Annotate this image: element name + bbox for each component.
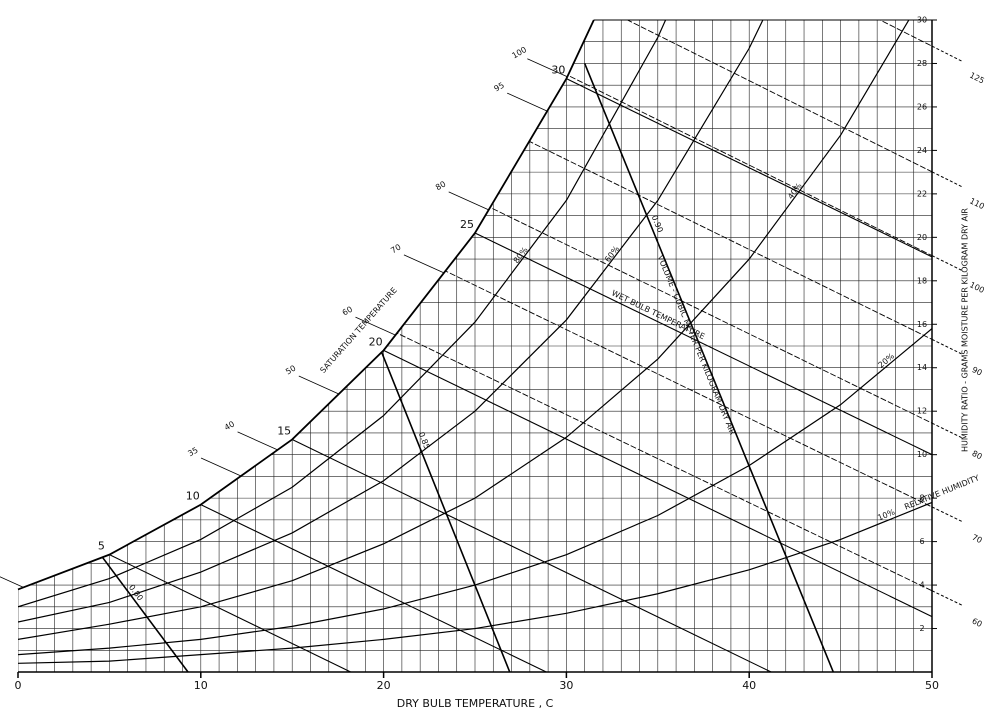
enthalpy-extension [932,507,962,522]
y-tick-label: 28 [917,59,927,68]
enthalpy-label: 80 [434,179,447,192]
wet-bulb-label: 20 [369,335,383,348]
enthalpy-scale-line [299,376,339,394]
wet-bulb-label: 15 [277,424,291,437]
wet-bulb-line [292,439,771,672]
x-axis-label: DRY BULB TEMPERATURE , C [397,697,554,710]
rh-label: 10% [876,507,896,522]
enthalpy-line [18,0,932,172]
enthalpy-label: 35 [186,446,199,459]
y-tick-label: 20 [917,233,927,242]
enthalpy-line [18,0,932,46]
rh-label: 80% [512,245,530,265]
y-tick-label: 22 [917,189,927,198]
x-tick-label: 50 [925,679,939,692]
volume-title: VOLUME - CUBIC METER PER KILOGRAM DRY AI… [656,254,738,437]
enthalpy-label: 60 [970,616,983,629]
plot-area [18,0,932,672]
volume-label: 0.90 [650,214,665,234]
y-tick-label: 10 [917,450,927,459]
enthalpy-scale-line [507,93,547,111]
wet-bulb-label: 5 [98,540,105,553]
enthalpy-extension [932,591,962,605]
enthalpy-line [18,0,932,256]
saturation-curve [18,20,594,589]
y-tick-label: 24 [917,146,927,155]
saturation-title: SATURATION TEMPERATURE [318,286,398,375]
enthalpy-scale-line [404,255,444,273]
x-tick-label: 20 [377,679,391,692]
enthalpy-scale-line [201,458,241,476]
enthalpy-label: 100 [510,45,528,60]
y-tick-label: 26 [917,102,927,111]
x-tick-label: 10 [194,679,208,692]
enthalpy-label: 125 [968,71,986,86]
wet-bulb-label: 30 [551,64,565,77]
y-tick-label: 14 [917,363,927,372]
rh-label: 60% [603,244,621,264]
enthalpy-extension [932,172,962,187]
enthalpy-extension [932,339,962,354]
x-tick-label: 30 [559,679,573,692]
enthalpy-label: 95 [493,81,506,94]
y-axis-label: HUMIDITY RATIO - GRAMS MOISTURE PER KILO… [961,208,970,452]
enthalpy-label: 40 [223,419,236,432]
enthalpy-scale-line [449,192,489,210]
y-tick-label: 4 [919,581,924,590]
enthalpy-scale-line [238,432,278,450]
wet-bulb-line [475,233,932,455]
chart: 0102030405024681012141618202224262830607… [0,0,990,721]
enthalpy-extension [932,423,962,438]
wet-bulb-line [201,505,546,672]
enthalpy-label: 70 [389,242,402,255]
enthalpy-label: 50 [284,364,297,377]
enthalpy-label: 80 [970,449,983,462]
enthalpy-label: 100 [968,280,986,295]
y-tick-label: 2 [919,624,924,633]
page: 0102030405024681012141618202224262830607… [0,0,990,721]
rh-title: RELATIVE HUMIDITY [903,473,981,511]
volume-line [382,353,510,672]
y-tick-label: 6 [919,537,924,546]
enthalpy-label: 60 [341,305,354,318]
x-tick-label: 0 [15,679,22,692]
y-tick-label: 18 [917,276,927,285]
enthalpy-label: 110 [968,196,986,211]
enthalpy-label: 90 [970,365,983,378]
enthalpy-extension [932,256,962,271]
enthalpy-scale-line [0,569,23,587]
volume-label: 0.85 [417,431,432,451]
y-tick-label: 16 [917,320,927,329]
x-tick-label: 40 [742,679,756,692]
enthalpy-label: 70 [970,533,983,546]
volume-line [102,557,188,672]
y-tick-label: 12 [917,407,927,416]
wet-bulb-label: 10 [186,490,200,503]
enthalpy-extension [932,46,962,61]
wet-bulb-label: 25 [460,218,474,231]
